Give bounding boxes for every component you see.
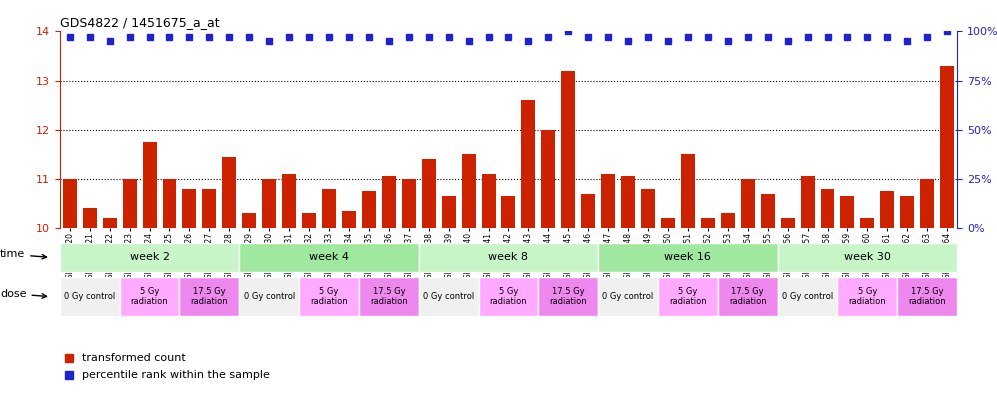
Bar [661, 218, 675, 228]
FancyBboxPatch shape [419, 277, 479, 316]
FancyBboxPatch shape [239, 243, 419, 272]
Bar [362, 191, 376, 228]
Bar [163, 179, 176, 228]
Text: 17.5 Gy
radiation: 17.5 Gy radiation [370, 287, 408, 307]
Text: dose: dose [0, 289, 47, 299]
FancyBboxPatch shape [598, 243, 778, 272]
FancyBboxPatch shape [60, 277, 120, 316]
FancyBboxPatch shape [897, 277, 957, 316]
Bar [521, 100, 535, 228]
Bar [103, 218, 117, 228]
Bar [741, 179, 755, 228]
Bar [382, 176, 396, 228]
Text: 17.5 Gy
radiation: 17.5 Gy radiation [190, 287, 228, 307]
Text: 0 Gy control: 0 Gy control [243, 292, 295, 301]
FancyBboxPatch shape [479, 277, 538, 316]
Bar [123, 179, 137, 228]
Bar [541, 130, 555, 228]
FancyBboxPatch shape [120, 277, 179, 316]
Text: time: time [0, 250, 47, 259]
Bar [581, 194, 595, 228]
FancyBboxPatch shape [60, 243, 239, 272]
FancyBboxPatch shape [359, 277, 419, 316]
Bar [641, 189, 655, 228]
Text: 5 Gy
radiation: 5 Gy radiation [848, 287, 886, 307]
Bar [721, 213, 735, 228]
FancyBboxPatch shape [658, 277, 718, 316]
Bar [462, 154, 476, 228]
Bar [920, 179, 934, 228]
FancyBboxPatch shape [718, 277, 778, 316]
Text: 5 Gy
radiation: 5 Gy radiation [131, 287, 168, 307]
Bar [202, 189, 216, 228]
Bar [242, 213, 256, 228]
FancyBboxPatch shape [778, 243, 957, 272]
Bar [801, 176, 815, 228]
Bar [860, 218, 874, 228]
Bar [482, 174, 496, 228]
Text: 17.5 Gy
radiation: 17.5 Gy radiation [908, 287, 946, 307]
Text: percentile rank within the sample: percentile rank within the sample [82, 370, 270, 380]
Bar [940, 66, 954, 228]
Text: week 4: week 4 [309, 252, 349, 263]
Text: week 8: week 8 [489, 252, 528, 263]
Bar [63, 179, 77, 228]
FancyBboxPatch shape [419, 243, 598, 272]
Bar [442, 196, 456, 228]
Text: 0 Gy control: 0 Gy control [64, 292, 116, 301]
Bar [821, 189, 834, 228]
Bar [880, 191, 894, 228]
FancyBboxPatch shape [299, 277, 359, 316]
Bar [701, 218, 715, 228]
Bar [840, 196, 854, 228]
Bar [621, 176, 635, 228]
Text: 0 Gy control: 0 Gy control [782, 292, 833, 301]
Bar [262, 179, 276, 228]
Bar [422, 159, 436, 228]
Text: 0 Gy control: 0 Gy control [423, 292, 475, 301]
Bar [83, 208, 97, 228]
Text: week 30: week 30 [843, 252, 891, 263]
Text: 17.5 Gy
radiation: 17.5 Gy radiation [549, 287, 587, 307]
FancyBboxPatch shape [598, 277, 658, 316]
Bar [781, 218, 795, 228]
Text: transformed count: transformed count [82, 353, 186, 363]
Bar [601, 174, 615, 228]
Text: 5 Gy
radiation: 5 Gy radiation [490, 287, 527, 307]
Bar [222, 157, 236, 228]
Bar [282, 174, 296, 228]
Bar [681, 154, 695, 228]
Text: 5 Gy
radiation: 5 Gy radiation [669, 287, 707, 307]
Bar [342, 211, 356, 228]
Text: 5 Gy
radiation: 5 Gy radiation [310, 287, 348, 307]
FancyBboxPatch shape [778, 277, 837, 316]
Text: 0 Gy control: 0 Gy control [602, 292, 654, 301]
Bar [402, 179, 416, 228]
Bar [501, 196, 515, 228]
Bar [182, 189, 196, 228]
Bar [143, 142, 157, 228]
Bar [561, 71, 575, 228]
FancyBboxPatch shape [239, 277, 299, 316]
Text: week 16: week 16 [664, 252, 712, 263]
FancyBboxPatch shape [179, 277, 239, 316]
Text: GDS4822 / 1451675_a_at: GDS4822 / 1451675_a_at [60, 16, 219, 29]
FancyBboxPatch shape [837, 277, 897, 316]
Bar [322, 189, 336, 228]
Bar [302, 213, 316, 228]
Bar [900, 196, 914, 228]
Text: 17.5 Gy
radiation: 17.5 Gy radiation [729, 287, 767, 307]
Text: week 2: week 2 [130, 252, 169, 263]
FancyBboxPatch shape [538, 277, 598, 316]
Bar [761, 194, 775, 228]
